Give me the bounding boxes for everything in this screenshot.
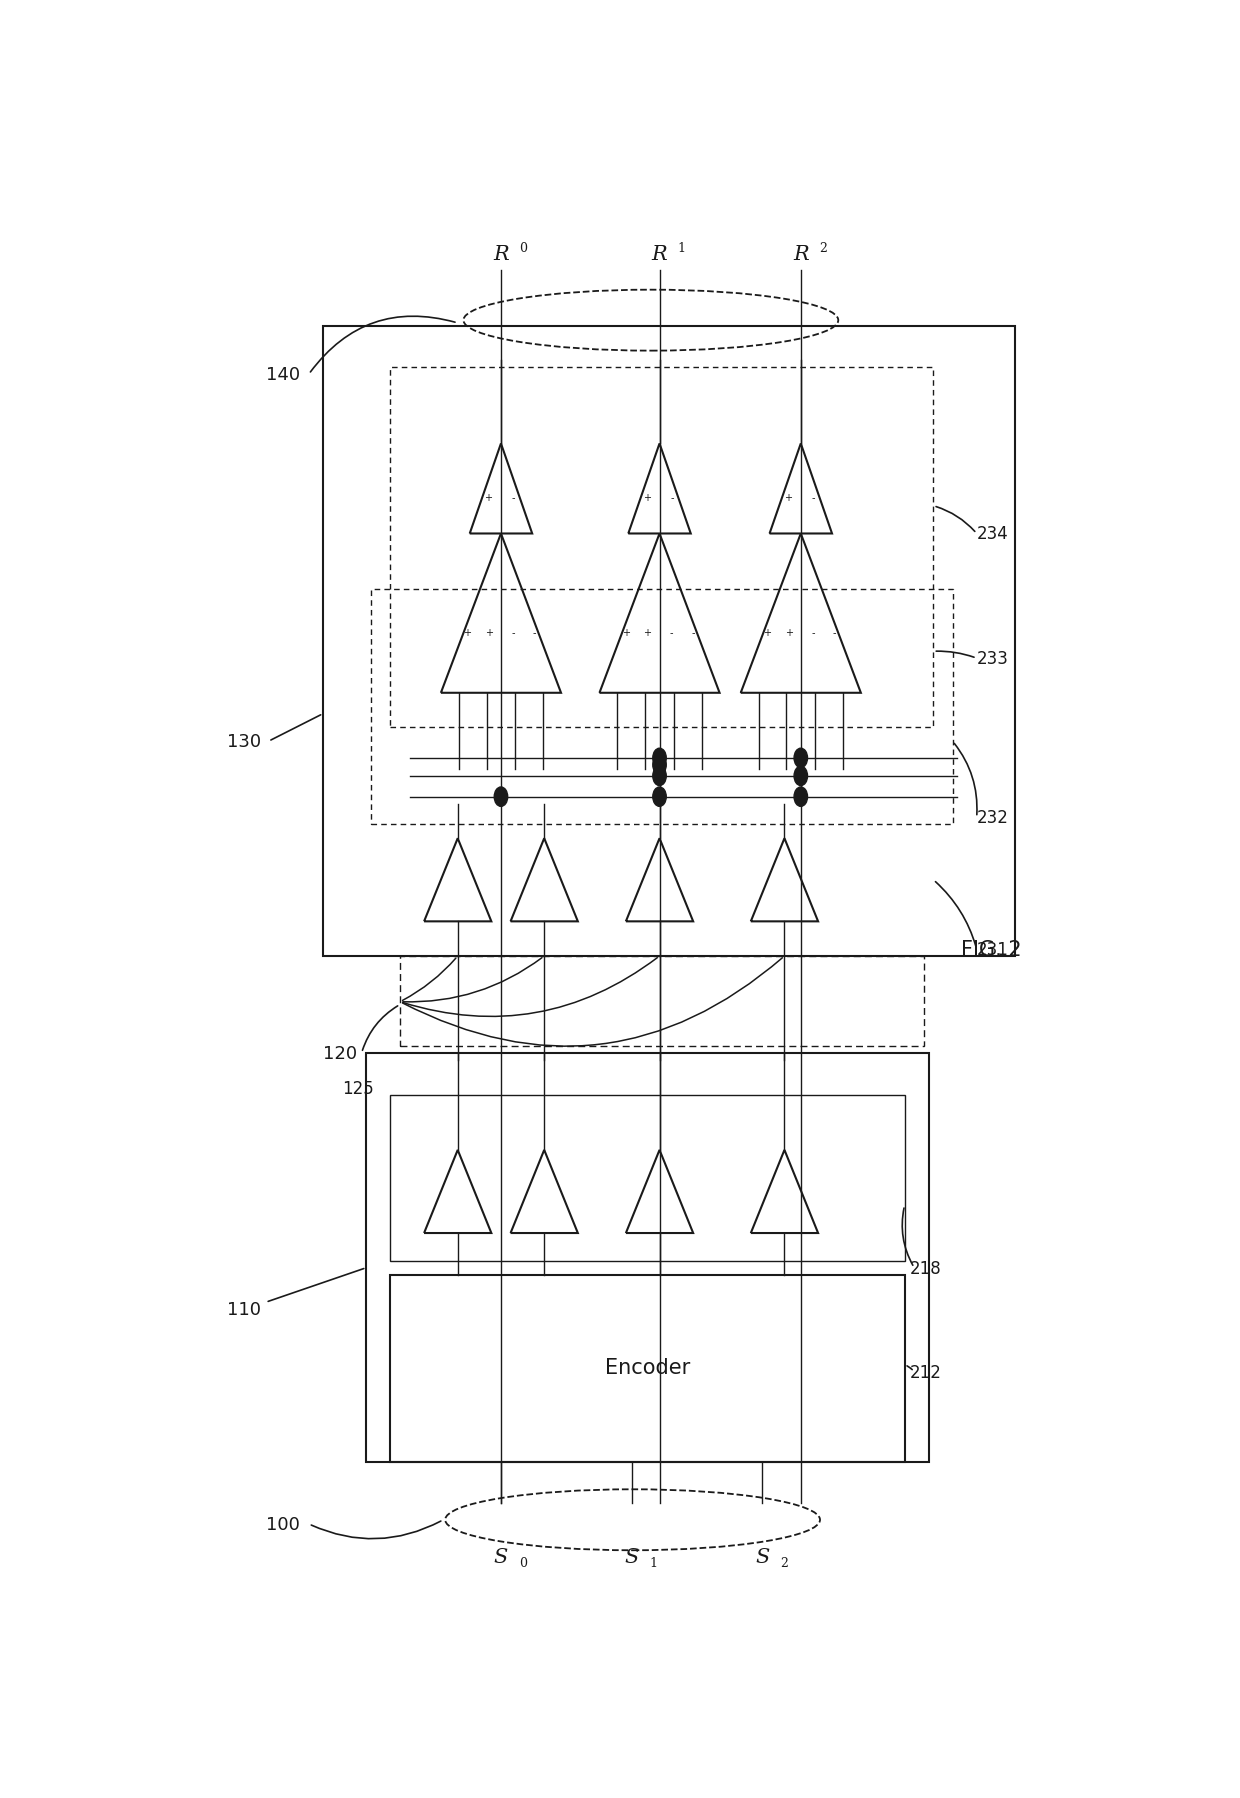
Text: 218: 218 (909, 1259, 941, 1277)
Text: 1: 1 (678, 241, 686, 255)
FancyArrowPatch shape (403, 958, 456, 1001)
Text: R: R (792, 245, 808, 264)
Text: -: - (671, 493, 673, 503)
Circle shape (794, 748, 807, 768)
Circle shape (652, 748, 666, 768)
Text: -: - (811, 628, 815, 638)
Text: -: - (670, 628, 673, 638)
Text: 120: 120 (324, 1045, 357, 1063)
FancyArrowPatch shape (403, 958, 542, 1001)
Text: -: - (833, 628, 836, 638)
FancyArrowPatch shape (936, 507, 975, 532)
FancyArrowPatch shape (403, 958, 657, 1018)
Text: S: S (755, 1548, 770, 1566)
Text: 110: 110 (227, 1300, 262, 1318)
Text: +: + (485, 493, 492, 503)
Text: R: R (652, 245, 667, 264)
Bar (391, 369, 934, 728)
FancyArrowPatch shape (311, 1521, 441, 1539)
Bar (324, 327, 1016, 957)
Text: +: + (644, 628, 651, 638)
Text: -: - (692, 628, 694, 638)
Bar (371, 590, 952, 825)
Text: -: - (511, 628, 515, 638)
Text: S: S (494, 1548, 508, 1566)
Text: +: + (485, 628, 494, 638)
Text: 100: 100 (265, 1516, 299, 1534)
FancyArrowPatch shape (268, 1269, 363, 1302)
Text: 2: 2 (781, 1555, 789, 1570)
Text: 231: 231 (977, 940, 1008, 958)
Circle shape (652, 788, 666, 807)
Text: +: + (644, 493, 651, 503)
Text: +: + (464, 628, 471, 638)
Text: 140: 140 (265, 367, 300, 385)
Text: +: + (763, 628, 771, 638)
FancyArrowPatch shape (403, 958, 782, 1046)
Text: FIG. 2: FIG. 2 (961, 940, 1022, 960)
Text: 234: 234 (977, 525, 1008, 543)
FancyArrowPatch shape (362, 1007, 398, 1050)
FancyArrowPatch shape (310, 316, 455, 372)
Text: 0: 0 (520, 1555, 527, 1570)
Bar (367, 1054, 929, 1462)
FancyArrowPatch shape (903, 1208, 913, 1266)
Text: 125: 125 (342, 1079, 374, 1097)
Circle shape (495, 788, 507, 807)
Text: 0: 0 (520, 241, 527, 255)
Text: +: + (784, 493, 792, 503)
FancyArrowPatch shape (270, 716, 321, 741)
Bar (401, 957, 924, 1046)
Text: 130: 130 (227, 734, 262, 752)
Text: 212: 212 (909, 1363, 941, 1381)
Circle shape (652, 755, 666, 775)
FancyArrowPatch shape (906, 1366, 913, 1370)
FancyArrowPatch shape (935, 883, 976, 948)
Bar (391, 1095, 904, 1260)
Text: +: + (785, 628, 792, 638)
Text: Encoder: Encoder (605, 1357, 691, 1377)
Text: 233: 233 (977, 649, 1008, 667)
Circle shape (794, 788, 807, 807)
Text: 1: 1 (650, 1555, 658, 1570)
Circle shape (794, 766, 807, 786)
Text: -: - (533, 628, 537, 638)
Circle shape (652, 766, 666, 786)
Text: +: + (622, 628, 630, 638)
Text: 2: 2 (820, 241, 827, 255)
Text: S: S (625, 1548, 639, 1566)
Bar (391, 1275, 904, 1462)
Text: 232: 232 (977, 809, 1008, 827)
FancyArrowPatch shape (936, 653, 975, 658)
Text: -: - (811, 493, 815, 503)
FancyArrowPatch shape (955, 744, 977, 814)
Text: -: - (512, 493, 515, 503)
Text: R: R (494, 245, 508, 264)
